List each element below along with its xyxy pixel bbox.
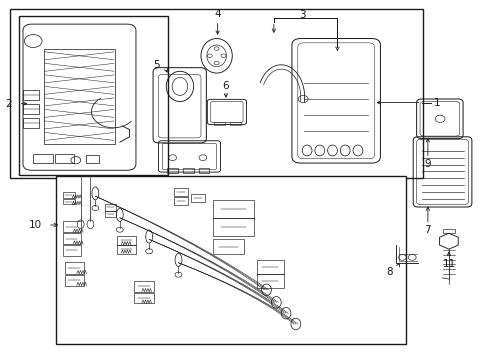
Bar	[56, 176, 405, 344]
Bar	[212, 239, 244, 254]
Bar	[62, 192, 75, 198]
Text: 2: 2	[5, 99, 12, 109]
Bar	[256, 274, 283, 288]
Bar	[214, 122, 224, 125]
Bar	[229, 122, 240, 125]
Bar	[33, 154, 53, 163]
Bar	[62, 221, 81, 232]
Bar	[105, 211, 116, 217]
Bar	[64, 262, 84, 274]
Text: 3: 3	[298, 10, 305, 20]
Text: 9: 9	[424, 159, 430, 169]
Bar	[62, 233, 81, 244]
Bar	[19, 16, 167, 175]
Bar	[62, 199, 75, 204]
Bar	[134, 293, 154, 303]
Text: 10: 10	[29, 220, 41, 230]
Bar	[23, 118, 39, 128]
Text: 1: 1	[432, 98, 439, 108]
Bar	[55, 154, 74, 163]
Bar	[10, 9, 422, 178]
Bar	[198, 168, 209, 173]
Bar	[23, 104, 39, 114]
Text: 4: 4	[214, 9, 221, 19]
Bar	[442, 229, 454, 233]
Text: 6: 6	[222, 81, 229, 91]
Text: 5: 5	[153, 60, 160, 70]
Bar	[62, 245, 81, 256]
Bar	[212, 218, 254, 236]
Bar	[256, 260, 283, 274]
Bar	[173, 188, 188, 196]
Text: 7: 7	[424, 225, 430, 235]
Bar	[117, 236, 136, 245]
Text: 8: 8	[386, 267, 392, 277]
Bar	[173, 197, 188, 205]
Text: 11: 11	[442, 258, 456, 269]
Bar	[23, 90, 39, 100]
Bar	[64, 275, 84, 286]
Bar	[183, 168, 193, 173]
Bar	[105, 204, 116, 211]
Bar	[117, 245, 136, 254]
Bar	[167, 168, 178, 173]
Bar	[85, 155, 99, 163]
Bar	[44, 49, 115, 144]
Bar	[134, 281, 154, 292]
Bar	[190, 194, 205, 202]
Bar	[212, 200, 254, 218]
